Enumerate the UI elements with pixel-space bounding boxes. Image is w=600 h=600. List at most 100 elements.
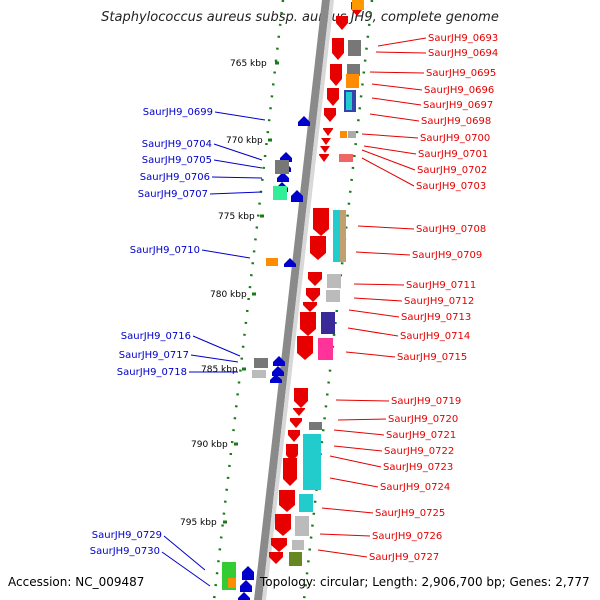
reverse-gene-arrow <box>280 152 292 162</box>
forward-gene-label: SaurJH9_0727 <box>369 552 439 563</box>
forward-gene-arrow <box>269 552 283 564</box>
forward-gene-arrow <box>332 38 344 60</box>
feature-block <box>228 578 236 588</box>
kbp-label: 795 kbp <box>180 518 217 528</box>
leader-line <box>190 354 239 363</box>
leader-line <box>361 133 419 139</box>
reverse-gene-arrow <box>240 580 252 592</box>
leader-line <box>348 309 400 318</box>
leader-line <box>213 159 263 169</box>
reverse-gene-arrow <box>273 356 285 366</box>
forward-gene-label: SaurJH9_0694 <box>428 48 498 59</box>
feature-block <box>266 258 278 266</box>
forward-gene-arrow <box>271 538 287 552</box>
leader-line <box>357 225 415 230</box>
leader-line <box>355 251 411 256</box>
feature-block <box>275 160 289 174</box>
feature-block <box>352 0 364 10</box>
leader-line <box>213 143 263 161</box>
kbp-label: 775 kbp <box>218 212 255 222</box>
forward-gene-arrow <box>303 302 317 312</box>
forward-gene-label: SaurJH9_0708 <box>416 224 486 235</box>
forward-gene-label: SaurJH9_0726 <box>372 531 442 542</box>
leader-line <box>347 327 399 337</box>
feature-block <box>295 516 309 536</box>
forward-gene-arrow <box>275 514 291 536</box>
reverse-gene-label: SaurJH9_0704 <box>142 139 212 150</box>
leader-line <box>335 399 390 402</box>
reverse-gene-arrow <box>272 366 284 376</box>
forward-gene-label: SaurJH9_0693 <box>428 33 498 44</box>
feature-block <box>348 131 356 138</box>
forward-gene-label: SaurJH9_0712 <box>404 296 474 307</box>
leader-line <box>163 535 206 571</box>
leader-line <box>201 249 251 259</box>
feature-block <box>299 494 313 512</box>
leader-line <box>192 335 241 357</box>
kbp-label: 770 kbp <box>226 136 263 146</box>
leader-line <box>337 418 387 421</box>
leader-line <box>321 507 374 514</box>
leader-line <box>369 71 425 74</box>
leader-line <box>375 51 427 54</box>
forward-gene-arrow <box>297 336 313 360</box>
leader-line <box>319 533 371 537</box>
feature-block <box>327 274 341 288</box>
feature-block <box>346 92 352 110</box>
forward-gene-label: SaurJH9_0703 <box>416 181 486 192</box>
leader-line <box>371 97 422 106</box>
reverse-gene-label: SaurJH9_0717 <box>119 350 189 361</box>
leader-line <box>209 191 263 195</box>
reverse-gene-label: SaurJH9_0705 <box>142 155 212 166</box>
kbp-label: 790 kbp <box>191 440 228 450</box>
ruler-line-left <box>212 0 285 600</box>
leader-line <box>363 145 417 155</box>
forward-gene-arrow <box>313 208 329 236</box>
leader-line <box>329 455 382 468</box>
leader-line <box>214 111 266 121</box>
forward-gene-label: SaurJH9_0715 <box>397 352 467 363</box>
forward-gene-arrow <box>330 64 342 86</box>
leader-line <box>377 37 427 47</box>
forward-gene-label: SaurJH9_0696 <box>424 85 494 96</box>
leader-line <box>345 351 396 358</box>
genome-backbone-shade <box>262 0 334 600</box>
leader-line <box>329 477 379 488</box>
forward-gene-arrow <box>323 128 333 136</box>
map-title: Staphylococcus aureus subsp. aureus JH9,… <box>101 10 499 25</box>
forward-gene-arrow <box>279 490 295 512</box>
forward-gene-arrow <box>300 312 316 336</box>
feature-block <box>347 64 360 76</box>
reverse-gene-label: SaurJH9_0706 <box>140 172 210 183</box>
leader-line <box>333 445 383 452</box>
forward-gene-arrow <box>319 154 329 162</box>
forward-gene-label: SaurJH9_0697 <box>423 100 493 111</box>
reverse-gene-arrow <box>291 190 303 202</box>
reverse-gene-arrow <box>238 592 250 600</box>
leader-line <box>361 157 415 187</box>
leader-line <box>353 283 405 286</box>
forward-gene-arrow <box>336 16 348 30</box>
forward-gene-label: SaurJH9_0722 <box>384 446 454 457</box>
genome-summary: Topology: circular; Length: 2,906,700 bp… <box>260 575 590 589</box>
forward-gene-label: SaurJH9_0698 <box>421 116 491 127</box>
forward-gene-label: SaurJH9_0714 <box>400 331 470 342</box>
forward-gene-label: SaurJH9_0725 <box>375 508 445 519</box>
feature-block <box>346 74 359 88</box>
leader-line <box>317 549 368 558</box>
reverse-gene-arrow <box>284 258 296 267</box>
forward-gene-label: SaurJH9_0724 <box>380 482 450 493</box>
kbp-label: 765 kbp <box>230 59 267 69</box>
accession-label: Accession: NC_009487 <box>8 575 145 589</box>
forward-gene-arrow <box>288 430 300 442</box>
reverse-gene-arrow <box>270 374 282 383</box>
leader-line <box>333 429 385 436</box>
forward-gene-arrow <box>324 108 336 122</box>
leader-line <box>211 176 263 179</box>
reverse-gene-label: SaurJH9_0718 <box>117 367 187 378</box>
reverse-gene-arrow <box>242 566 254 580</box>
reverse-gene-label: SaurJH9_0707 <box>138 189 208 200</box>
feature-block <box>254 358 268 368</box>
feature-block <box>292 540 304 550</box>
